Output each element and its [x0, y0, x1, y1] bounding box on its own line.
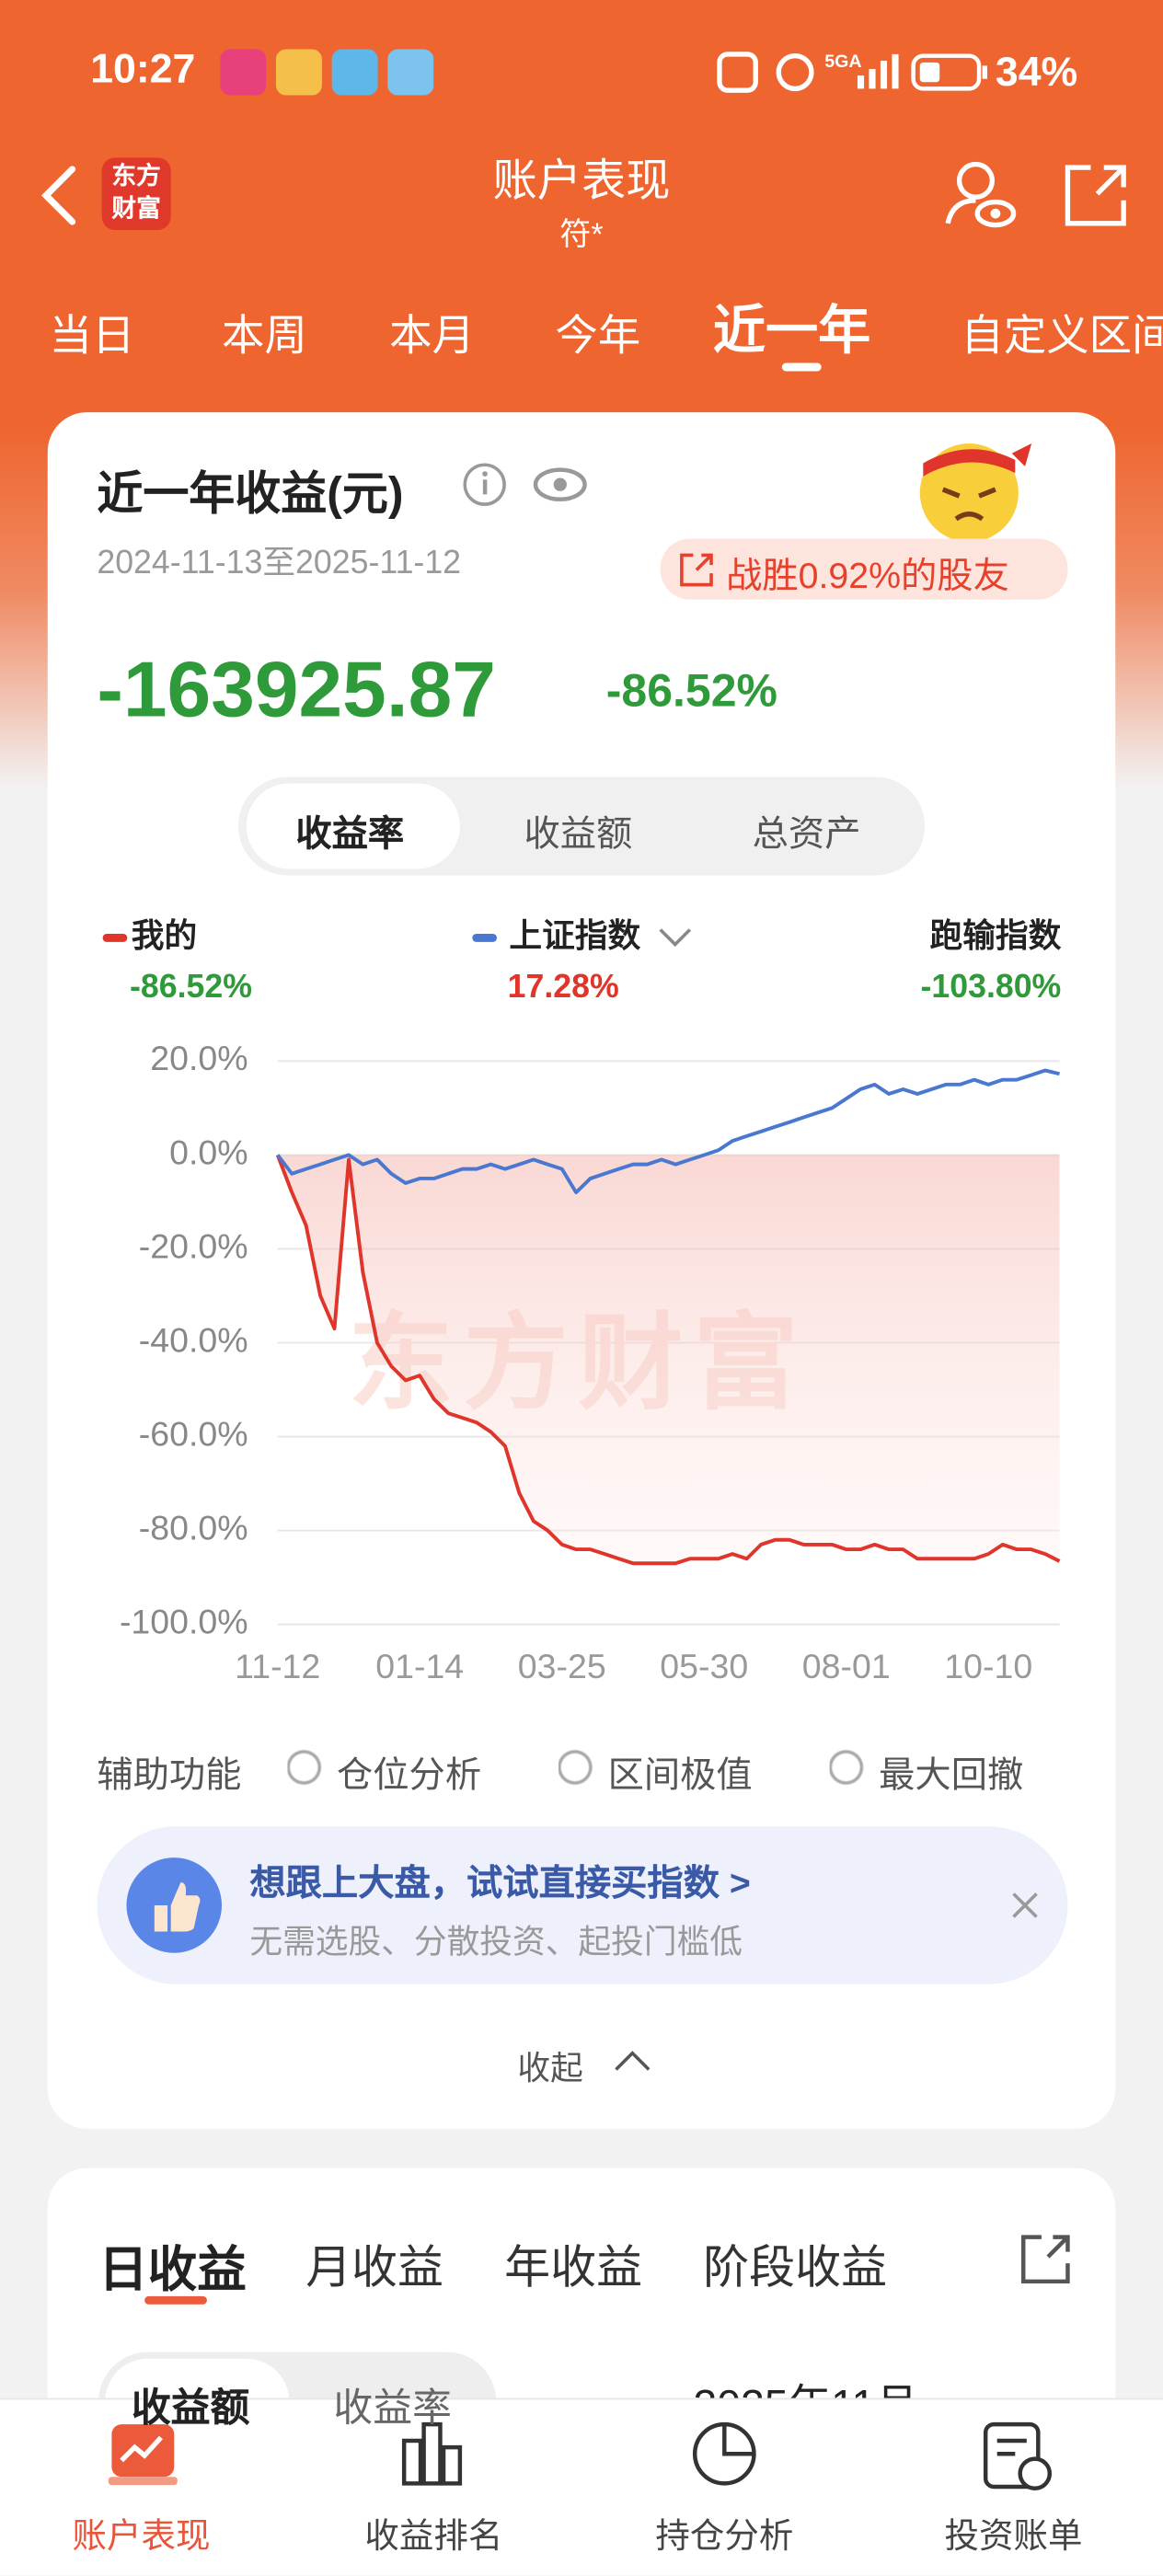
income-tab[interactable]: 阶段收益: [703, 2241, 888, 2294]
x-tick-label: 08-01: [802, 1647, 891, 1685]
header-subtitle: 符*: [559, 218, 604, 253]
tool-option[interactable]: 最大回撤: [829, 1745, 1024, 1799]
tool-option[interactable]: 仓位分析: [287, 1745, 482, 1799]
bottom-nav-item[interactable]: 收益排名: [364, 2517, 503, 2556]
status-time: 10:27: [90, 45, 196, 92]
bottom-nav-item[interactable]: 持仓分析: [655, 2517, 794, 2556]
x-tick-label: 03-25: [518, 1647, 606, 1685]
y-tick-label: -20.0%: [139, 1226, 248, 1265]
y-tick-label: 20.0%: [150, 1039, 248, 1077]
x-tick-label: 11-12: [235, 1647, 320, 1685]
status-network: 5GA: [824, 52, 862, 73]
legend-label: 上证指数: [509, 917, 640, 954]
metric-tab[interactable]: 总资产: [752, 812, 861, 855]
share-button[interactable]: [1061, 161, 1130, 230]
income-tab[interactable]: 年收益: [504, 2241, 643, 2294]
comparison-value: -103.80%: [921, 968, 1062, 1005]
promo-close[interactable]: [1008, 1889, 1042, 1922]
bottom-nav: [0, 2398, 1163, 2576]
y-tick-label: -80.0%: [139, 1509, 248, 1547]
x-tick-label: 10-10: [944, 1647, 1032, 1685]
summary-title: 近一年收益(元): [97, 467, 404, 520]
badge-text: 战胜0.92%的股友: [726, 555, 1009, 597]
series-area: [277, 1155, 1060, 1564]
income-tab-indicator: [144, 2295, 207, 2305]
income-tab[interactable]: 日收益: [98, 2243, 247, 2298]
metric-tab[interactable]: 收益额: [524, 812, 633, 855]
legend-value: 17.28%: [508, 968, 619, 1005]
income-tab[interactable]: 月收益: [305, 2241, 444, 2294]
series-line: [275, 1154, 1061, 1566]
promo-banner[interactable]: [97, 1826, 1068, 1984]
promo-icon: [126, 1857, 223, 1953]
status-signal-battery: [857, 53, 987, 91]
x-tick-label: 05-30: [660, 1647, 748, 1685]
summary-rate: -86.52%: [605, 665, 777, 717]
y-tick-label: -40.0%: [139, 1320, 248, 1359]
status-app-icons: [220, 49, 434, 96]
legend-value: -86.52%: [130, 968, 252, 1005]
date-range: 2024-11-13至2025-11-12: [97, 545, 462, 581]
income-sub-tab[interactable]: 收益额: [131, 2386, 250, 2432]
income-sub-tab[interactable]: 收益率: [333, 2386, 452, 2432]
info-eye-icons[interactable]: [460, 458, 592, 511]
privacy-button[interactable]: [943, 157, 1019, 233]
y-tick-label: -60.0%: [139, 1414, 248, 1453]
status-icons: [717, 52, 814, 93]
period-tab[interactable]: 近一年: [712, 300, 871, 360]
series-line: [276, 1068, 1060, 1195]
income-share[interactable]: [1019, 2230, 1075, 2286]
period-tab[interactable]: 本周: [222, 310, 307, 360]
status-battery: 34%: [995, 49, 1078, 96]
chart: 20.0% 0.0% -20.0% -40.0% -60.0% -80.0% -100.0%…: [102, 917, 1062, 1685]
back-button[interactable]: [36, 165, 86, 227]
legend-dropdown: [659, 928, 692, 948]
legend-label: 我的: [132, 917, 197, 954]
badge-icon: [680, 553, 713, 587]
badge-bg[interactable]: [660, 538, 1068, 600]
header-title: 账户表现: [492, 155, 671, 206]
x-tick-label: 01-14: [375, 1647, 464, 1685]
summary-amount: -163925.87: [97, 647, 496, 735]
comparison-label: 跑输指数: [930, 917, 1062, 954]
tools-label: 辅助功能: [97, 1754, 242, 1796]
metric-tab[interactable]: 收益率: [295, 812, 405, 855]
period-tab[interactable]: 本月: [389, 310, 475, 360]
promo-title: 想跟上大盘，试试直接买指数 >: [249, 1862, 751, 1904]
period-tab-indicator: [781, 362, 822, 372]
emoji-mascot: [919, 443, 1032, 543]
y-tick-label: -100.0%: [120, 1603, 248, 1641]
bottom-nav-item[interactable]: 投资账单: [944, 2517, 1083, 2556]
collapse-button[interactable]: 收起: [517, 2051, 583, 2088]
tool-option[interactable]: 区间极值: [558, 1745, 753, 1799]
period-tab[interactable]: 自定义区间: [961, 310, 1163, 360]
metric-tab-active-bg: [246, 783, 460, 869]
promo-subtitle: 无需选股、分散投资、起投门槛低: [249, 1925, 743, 1961]
period-tab[interactable]: 当日: [49, 310, 135, 360]
period-tab[interactable]: 今年: [555, 310, 641, 360]
app-logo: 东方财富: [101, 157, 171, 230]
bottom-nav-icons: [108, 2421, 1053, 2490]
bottom-nav-item[interactable]: 账户表现: [72, 2517, 211, 2556]
y-tick-label: 0.0%: [169, 1133, 248, 1171]
collapse-chevron: [615, 2051, 651, 2071]
